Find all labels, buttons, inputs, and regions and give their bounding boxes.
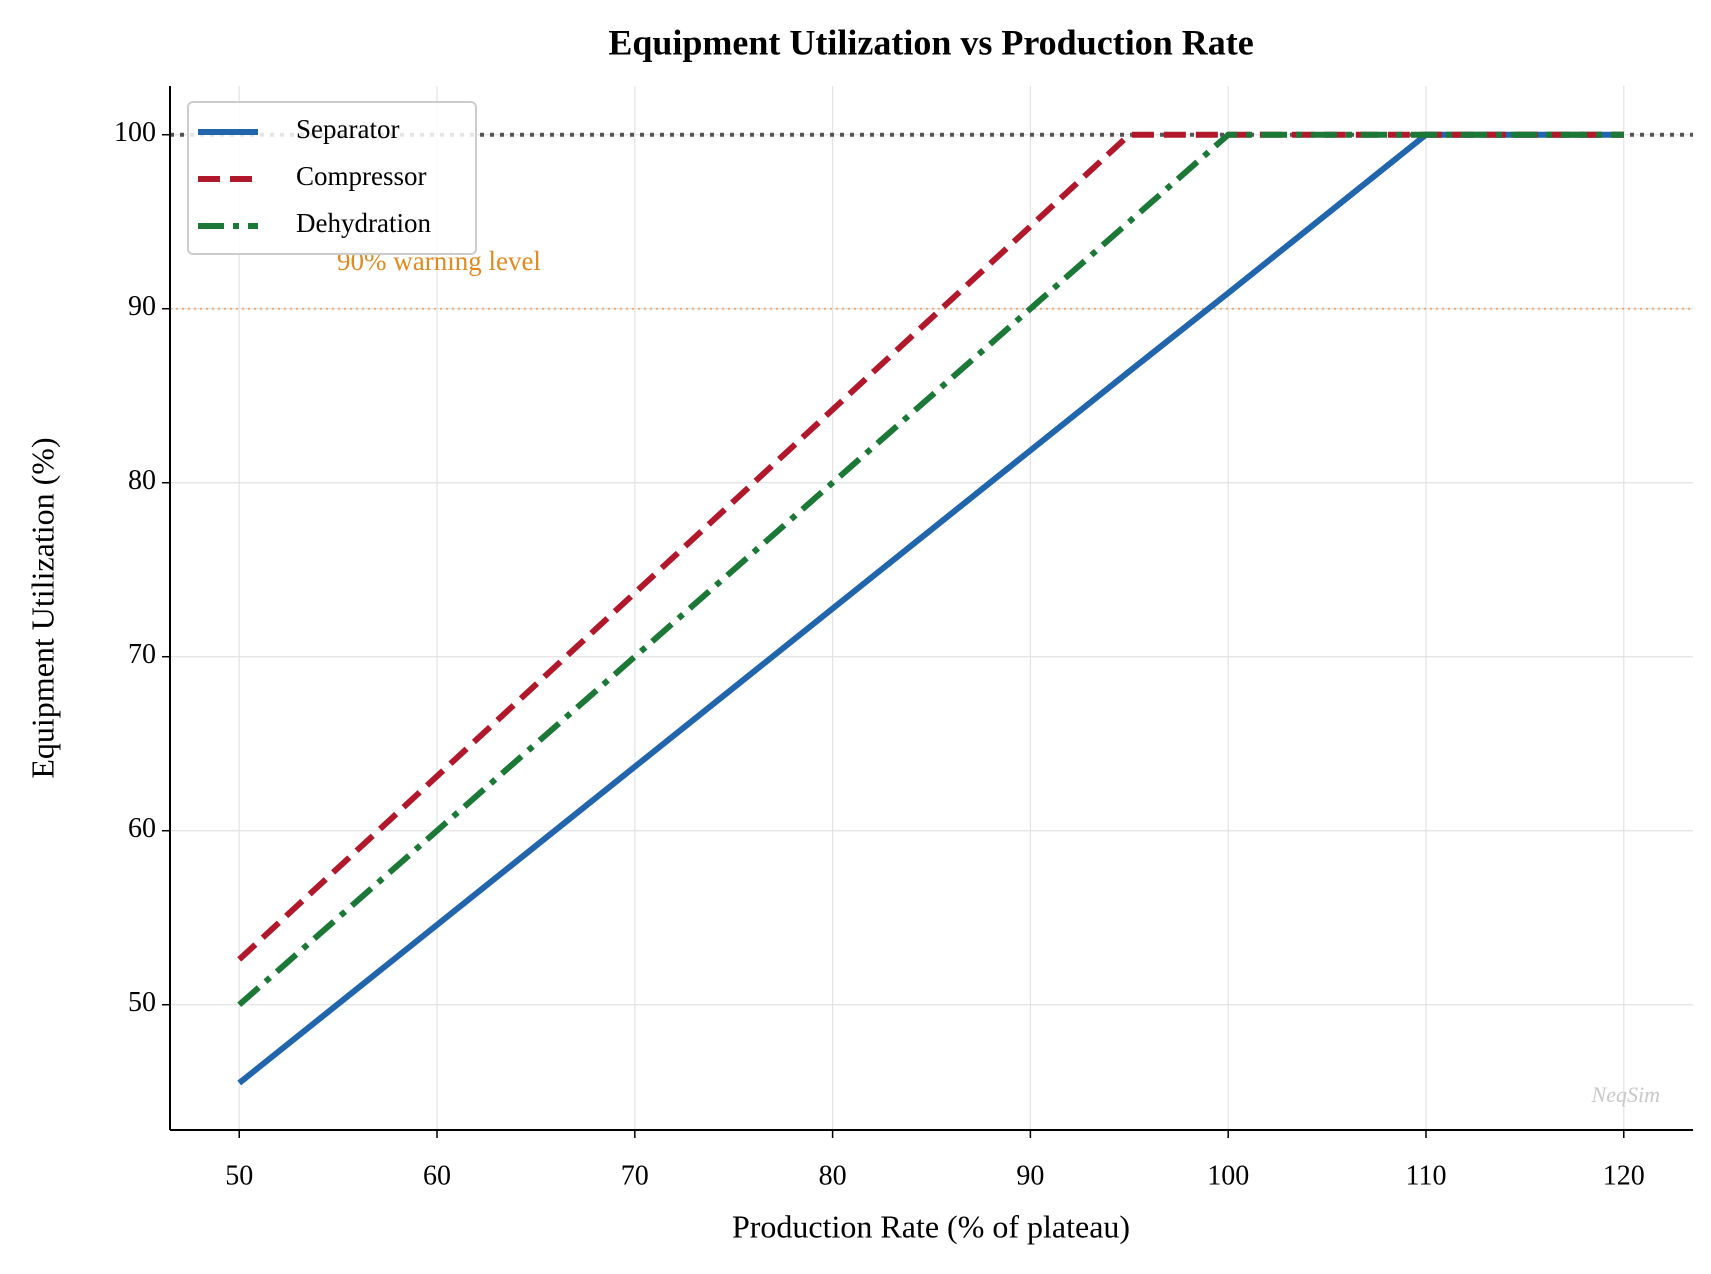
legend-label: Separator [296,114,399,144]
y-tick-label: 90 [128,291,156,322]
x-tick-label: 70 [621,1160,649,1191]
series-line [237,131,1624,1007]
x-tick-label: 100 [1207,1160,1249,1191]
x-axis-label: Production Rate (% of plateau) [732,1208,1130,1244]
legend: Separator Compressor Dehydration [187,101,477,255]
y-tick-label: 100 [114,117,156,148]
y-axis-label: Equipment Utilization (%) [24,437,60,778]
legend-label: Compressor [296,161,427,191]
legend-box [187,101,477,255]
series-line [237,131,1624,1086]
watermark: NeqSim [1591,1082,1660,1107]
y-tick-label: 80 [128,465,156,496]
y-tick-label: 70 [128,639,156,670]
x-tick-label: 80 [819,1160,847,1191]
x-tick-label: 90 [1016,1160,1044,1191]
x-tick-label: 50 [225,1160,253,1191]
legend-label: Dehydration [296,208,431,238]
y-tick-label: 60 [128,813,156,844]
chart-title: Equipment Utilization vs Production Rate [608,22,1253,62]
y-tick-label: 50 [128,987,156,1018]
x-tick-label: 110 [1405,1160,1446,1191]
x-tick-label: 60 [423,1160,451,1191]
x-tick-label: 120 [1603,1160,1645,1191]
